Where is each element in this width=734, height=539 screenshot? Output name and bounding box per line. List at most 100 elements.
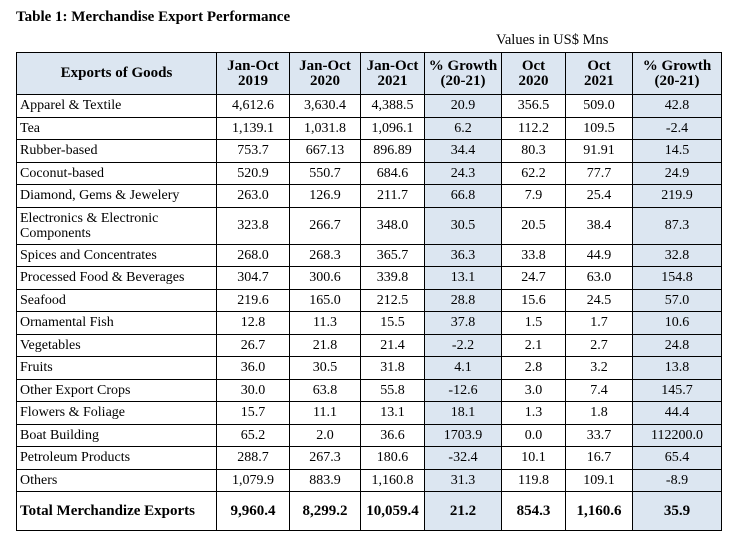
table-row: Apparel & Textile 4,612.6 3,630.4 4,388.5 20…: [16, 94, 722, 118]
cell-value: 7.4: [565, 378, 633, 402]
cell-value: 24.9: [632, 161, 722, 185]
cell-value: 145.7: [632, 378, 722, 402]
cell-value: 7.9: [501, 184, 566, 208]
cell-value: 24.8: [632, 333, 722, 357]
cell-value: 44.4: [632, 401, 722, 425]
cell-value: 109.1: [565, 468, 633, 492]
cell-value: 20.9: [424, 94, 502, 118]
cell-value: 323.8: [216, 206, 290, 245]
cell-value: 365.7: [360, 243, 425, 267]
cell-value: 4,388.5: [360, 94, 425, 118]
cell-value: -2.4: [632, 116, 722, 140]
cell-value: 896.89: [360, 139, 425, 163]
row-label: Other Export Crops: [16, 378, 217, 402]
cell-value: 28.8: [424, 288, 502, 312]
cell-value: 8,299.2: [289, 491, 361, 531]
cell-value: 21.4: [360, 333, 425, 357]
cell-value: 684.6: [360, 161, 425, 185]
cell-value: 9,960.4: [216, 491, 290, 531]
cell-value: 339.8: [360, 266, 425, 290]
cell-value: 62.2: [501, 161, 566, 185]
cell-value: 21.2: [424, 491, 502, 531]
cell-value: 30.5: [424, 206, 502, 245]
row-label: Others: [16, 468, 217, 492]
cell-value: 16.7: [565, 446, 633, 470]
cell-value: 37.8: [424, 311, 502, 335]
cell-value: 2.0: [289, 423, 361, 447]
cell-value: 154.8: [632, 266, 722, 290]
cell-value: 854.3: [501, 491, 566, 531]
cell-value: 2.8: [501, 356, 566, 380]
table-row: Diamond, Gems & Jewelery 263.0 126.9 211.7 6…: [16, 184, 722, 208]
table-row: Tea 1,139.1 1,031.8 1,096.1 6.2 112.2 109.5 -2.…: [16, 116, 722, 140]
units-note: Values in US$ Mns: [496, 32, 608, 49]
cell-value: 15.6: [501, 288, 566, 312]
cell-value: 550.7: [289, 161, 361, 185]
cell-value: 31.8: [360, 356, 425, 380]
cell-value: 180.6: [360, 446, 425, 470]
cell-value: 520.9: [216, 161, 290, 185]
table-row: Coconut-based 520.9 550.7 684.6 24.3 62.2 77.7…: [16, 161, 722, 185]
cell-value: 63.0: [565, 266, 633, 290]
cell-value: 2.7: [565, 333, 633, 357]
cell-value: 12.8: [216, 311, 290, 335]
table-row: Ornamental Fish 12.8 11.3 15.5 37.8 1.5 1.7 10.…: [16, 311, 722, 335]
table-row: Other Export Crops 30.0 63.8 55.8 -12.6 3.0 7.…: [16, 378, 722, 402]
cell-value: 4.1: [424, 356, 502, 380]
export-table: Exports of Goods Jan-Oct 2019 Jan-Oct 2020…: [16, 52, 722, 531]
cell-value: 13.1: [360, 401, 425, 425]
units-text: Values in US$ Mns: [496, 32, 609, 48]
cell-value: 14.5: [632, 139, 722, 163]
cell-value: 15.7: [216, 401, 290, 425]
cell-value: 2.1: [501, 333, 566, 357]
cell-value: 883.9: [289, 468, 361, 492]
cell-value: 26.7: [216, 333, 290, 357]
cell-value: 32.8: [632, 243, 722, 267]
table-row: Electronics & Electronic Components 323.8…: [16, 206, 722, 245]
table-row: Vegetables 26.7 21.8 21.4 -2.2 2.1 2.7 24.8: [16, 333, 722, 357]
cell-value: 66.8: [424, 184, 502, 208]
cell-value: 112200.0: [632, 423, 722, 447]
cell-value: 667.13: [289, 139, 361, 163]
cell-value: 11.3: [289, 311, 361, 335]
header-col2: Jan-Oct 2020: [289, 52, 361, 95]
cell-value: 304.7: [216, 266, 290, 290]
row-label: Rubber-based: [16, 139, 217, 163]
header-col3: Jan-Oct 2021: [360, 52, 425, 95]
cell-value: 24.7: [501, 266, 566, 290]
table-row: Processed Food & Beverages 304.7 300.6 339.…: [16, 266, 722, 290]
row-label: Fruits: [16, 356, 217, 380]
cell-value: -32.4: [424, 446, 502, 470]
header-col6: Oct 2021: [565, 52, 633, 95]
cell-value: 34.4: [424, 139, 502, 163]
cell-value: 44.9: [565, 243, 633, 267]
row-label: Tea: [16, 116, 217, 140]
cell-value: 1.7: [565, 311, 633, 335]
cell-value: 1,139.1: [216, 116, 290, 140]
row-label: Diamond, Gems & Jewelery: [16, 184, 217, 208]
table-title: Table 1: Merchandise Export Performance: [16, 9, 291, 25]
cell-value: 268.0: [216, 243, 290, 267]
cell-value: 55.8: [360, 378, 425, 402]
table-row: Seafood 219.6 165.0 212.5 28.8 15.6 24.5 57.0: [16, 288, 722, 312]
cell-value: 15.5: [360, 311, 425, 335]
cell-value: 57.0: [632, 288, 722, 312]
row-label: Boat Building: [16, 423, 217, 447]
row-label: Electronics & Electronic Components: [16, 206, 217, 245]
cell-value: 1,096.1: [360, 116, 425, 140]
cell-value: 4,612.6: [216, 94, 290, 118]
cell-value: 1.3: [501, 401, 566, 425]
row-label: Vegetables: [16, 333, 217, 357]
header-col4: % Growth (20-21): [424, 52, 502, 95]
cell-value: 165.0: [289, 288, 361, 312]
cell-value: 3,630.4: [289, 94, 361, 118]
cell-value: 25.4: [565, 184, 633, 208]
cell-value: 266.7: [289, 206, 361, 245]
cell-value: 211.7: [360, 184, 425, 208]
cell-value: 30.5: [289, 356, 361, 380]
cell-value: 1.5: [501, 311, 566, 335]
row-label: Processed Food & Beverages: [16, 266, 217, 290]
cell-value: 24.5: [565, 288, 633, 312]
cell-value: 6.2: [424, 116, 502, 140]
cell-value: 10.6: [632, 311, 722, 335]
